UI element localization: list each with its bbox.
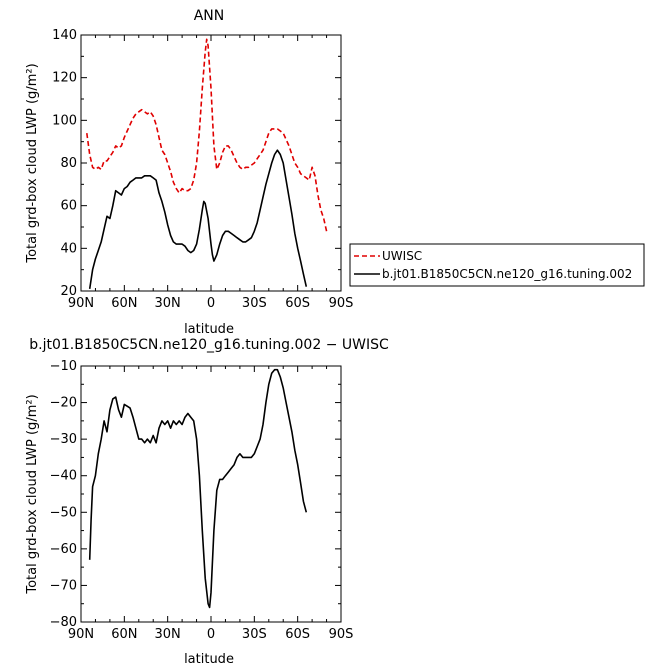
legend-entry-uwisc: UWISC xyxy=(382,249,422,263)
y-tick-label: −70 xyxy=(50,578,77,593)
x-tick-label: 60S xyxy=(285,627,310,642)
bottom-x-axis-label: latitude xyxy=(184,652,234,667)
y-tick-label: 60 xyxy=(60,199,77,214)
y-tick-label: 80 xyxy=(60,156,77,171)
x-tick-label: 90S xyxy=(329,296,354,311)
y-tick-label: −50 xyxy=(50,505,77,520)
x-tick-label: 0 xyxy=(207,627,215,642)
y-tick-label: 120 xyxy=(52,71,77,86)
legend-entry-model: b.jt01.B1850C5CN.ne120_g16.tuning.002 xyxy=(382,267,632,281)
series-line-0 xyxy=(86,38,328,232)
x-tick-label: 30N xyxy=(155,296,181,311)
top-x-ticks: 90N 60N 30N 0 30S 60S 90S xyxy=(68,35,354,311)
y-tick-label: −40 xyxy=(50,469,77,484)
y-tick-label: 140 xyxy=(52,28,77,43)
y-tick-label: −80 xyxy=(50,615,77,630)
y-tick-label: −30 xyxy=(50,432,77,447)
x-tick-label: 30S xyxy=(242,296,267,311)
top-y-ticks: 20 40 60 80 100 120 140 xyxy=(52,28,341,299)
top-x-axis-label: latitude xyxy=(184,322,234,337)
x-tick-label: 90S xyxy=(329,627,354,642)
bottom-x-ticks: 90N 60N 30N 0 30S 60S 90S xyxy=(68,366,354,642)
x-tick-label: 0 xyxy=(207,296,215,311)
x-tick-label: 30N xyxy=(155,627,181,642)
bottom-series-lines xyxy=(88,368,308,609)
bottom-y-axis-label: Total grd-box cloud LWP (g/m²) xyxy=(25,394,40,594)
y-tick-label: 40 xyxy=(60,241,77,256)
legend-box xyxy=(349,243,645,287)
x-tick-label: 60N xyxy=(111,627,137,642)
x-tick-label: 60S xyxy=(285,296,310,311)
top-y-axis-label: Total grd-box cloud LWP (g/m²) xyxy=(25,63,40,263)
bottom-y-ticks: −80 −70 −60 −50 −40 −30 −20 −10 xyxy=(50,359,341,630)
top-series-lines xyxy=(86,38,328,290)
top-plot-frame xyxy=(80,34,342,292)
y-tick-label: 100 xyxy=(52,113,77,128)
x-tick-label: 90N xyxy=(68,296,94,311)
y-tick-label: −10 xyxy=(50,359,77,374)
bottom-panel: b.jt01.B1850C5CN.ne120_g16.tuning.002 − … xyxy=(25,337,389,667)
legend: UWISC b.jt01.B1850C5CN.ne120_g16.tuning.… xyxy=(349,243,645,287)
x-tick-label: 30S xyxy=(242,627,267,642)
x-tick-label: 60N xyxy=(111,296,137,311)
series-line-1 xyxy=(88,149,308,290)
top-panel-title: ANN xyxy=(194,8,225,24)
y-tick-label: 20 xyxy=(60,284,77,299)
y-tick-label: −20 xyxy=(50,396,77,411)
y-tick-label: −60 xyxy=(50,542,77,557)
series-line-0 xyxy=(88,368,308,609)
x-tick-label: 90N xyxy=(68,627,94,642)
bottom-panel-title: b.jt01.B1850C5CN.ne120_g16.tuning.002 − … xyxy=(29,337,389,353)
